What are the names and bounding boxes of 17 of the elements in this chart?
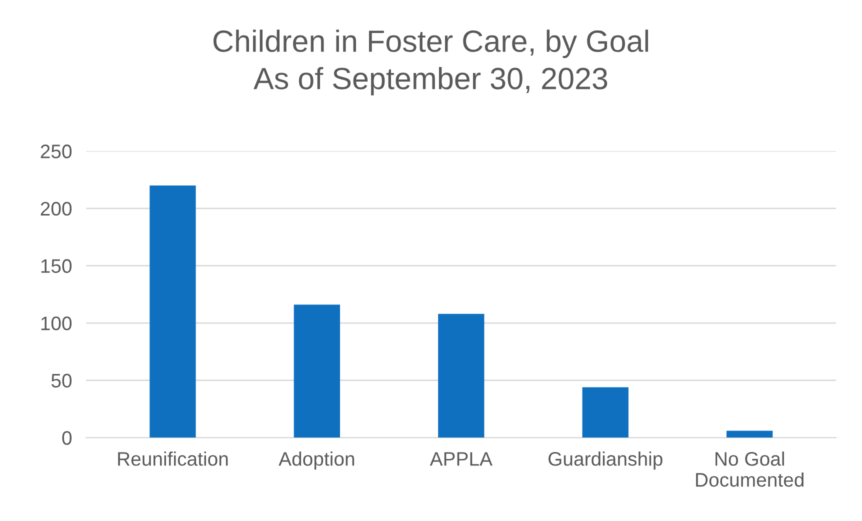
x-tick-label: Guardianship	[548, 452, 662, 470]
y-tick-label: 150	[41, 259, 72, 273]
y-tick-label: 250	[40, 144, 72, 158]
y-tick-label: 100	[41, 316, 72, 330]
bar	[582, 387, 628, 438]
x-tick-label: No Goal Documented	[696, 452, 804, 487]
y-tick-label: 0	[62, 431, 72, 445]
bar	[294, 304, 340, 438]
chart-title: Children in Foster Care, by Goal As of September 30, 2023	[213, 30, 648, 96]
y-tick-label: 50	[51, 374, 72, 388]
x-tick-label: Adoption	[278, 452, 354, 470]
bar	[150, 185, 196, 438]
bar	[726, 430, 773, 438]
x-tick-label: Reunification	[118, 452, 228, 466]
y-tick-label: 200	[40, 202, 72, 216]
x-tick-label: APPLA	[430, 452, 492, 466]
bar	[438, 314, 484, 438]
